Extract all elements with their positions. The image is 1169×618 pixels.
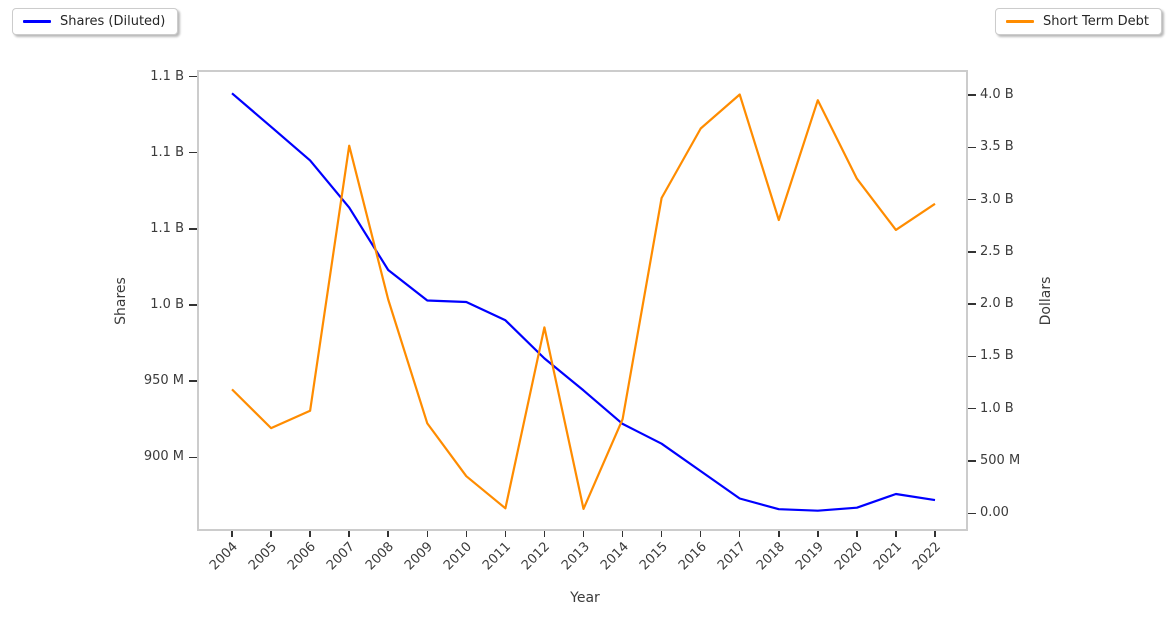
y-left-tick-label: 1.0 B <box>150 297 184 313</box>
x-axis-label: Year <box>570 590 600 606</box>
x-tick-mark <box>465 531 468 537</box>
x-tick-mark <box>348 531 350 537</box>
plot-area <box>197 70 968 531</box>
series-line-shares-diluted <box>231 92 936 512</box>
x-tick-mark <box>738 531 741 537</box>
y-right-tick-label: 4.0 B <box>980 87 1014 102</box>
y-axis-label-right: Dollars <box>1038 276 1054 326</box>
legend-line-swatch-debt <box>1005 20 1034 23</box>
x-tick-mark <box>934 531 936 537</box>
y-right-tick-label: 2.0 B <box>980 296 1014 312</box>
series-line-short-term-debt <box>231 93 936 510</box>
y-right-tick-label: 2.5 B <box>980 243 1014 259</box>
x-tick-mark <box>699 531 702 537</box>
y-left-tick-mark <box>189 380 197 382</box>
y-right-tick-mark <box>968 460 976 462</box>
y-left-tick-label: 1.1 B <box>150 220 184 236</box>
y-left-tick-label: 900 M <box>143 449 184 465</box>
y-left-tick-label: 1.1 B <box>150 68 184 84</box>
y-right-tick-mark <box>968 407 976 410</box>
y-right-tick-label: 1.0 B <box>980 400 1014 416</box>
y-left-tick-mark <box>189 456 197 459</box>
legend-line-swatch-shares <box>23 20 51 23</box>
x-tick-mark <box>621 531 624 537</box>
y-left-tick-label: 1.1 B <box>150 144 184 160</box>
y-left-tick-mark <box>189 304 197 306</box>
y-right-tick-mark <box>968 512 976 515</box>
x-tick-mark <box>231 531 233 537</box>
x-tick-mark <box>582 531 585 537</box>
chart-svg <box>231 92 936 512</box>
x-tick-mark <box>309 531 311 537</box>
y-left-tick-label: 950 M <box>143 373 184 389</box>
y-right-tick-label: 3.0 B <box>980 191 1014 207</box>
y-right-tick-label: 0.00 <box>980 505 1009 521</box>
legend-label-shares: Shares (Diluted) <box>60 14 166 29</box>
x-tick-mark <box>504 531 507 537</box>
legend-label-debt: Short Term Debt <box>1042 14 1149 29</box>
y-right-tick-label: 500 M <box>980 453 1021 469</box>
y-right-tick-mark <box>968 303 976 305</box>
x-tick-mark <box>778 531 780 537</box>
y-left-tick-mark <box>189 228 197 230</box>
x-tick-mark <box>543 531 546 537</box>
x-tick-mark <box>895 531 897 537</box>
y-right-tick-label: 1.5 B <box>980 348 1014 364</box>
legend-short-term-debt: Short Term Debt <box>994 8 1162 35</box>
y-right-tick-mark <box>968 355 976 358</box>
y-right-tick-mark <box>968 94 976 96</box>
y-right-tick-mark <box>968 251 976 253</box>
y-axis-label-left: Shares <box>113 277 129 325</box>
x-tick-mark <box>856 531 858 537</box>
y-left-tick-mark <box>189 75 197 78</box>
legend-shares-diluted: Shares (Diluted) <box>12 8 179 35</box>
x-tick-mark <box>817 531 819 537</box>
y-right-tick-label: 3.5 B <box>980 139 1014 155</box>
x-tick-mark <box>426 531 429 537</box>
x-tick-mark <box>660 531 663 537</box>
y-right-tick-mark <box>968 198 976 201</box>
x-tick-mark <box>270 531 272 537</box>
y-right-tick-mark <box>968 146 976 149</box>
y-left-tick-mark <box>189 151 197 154</box>
x-tick-mark <box>387 531 389 537</box>
